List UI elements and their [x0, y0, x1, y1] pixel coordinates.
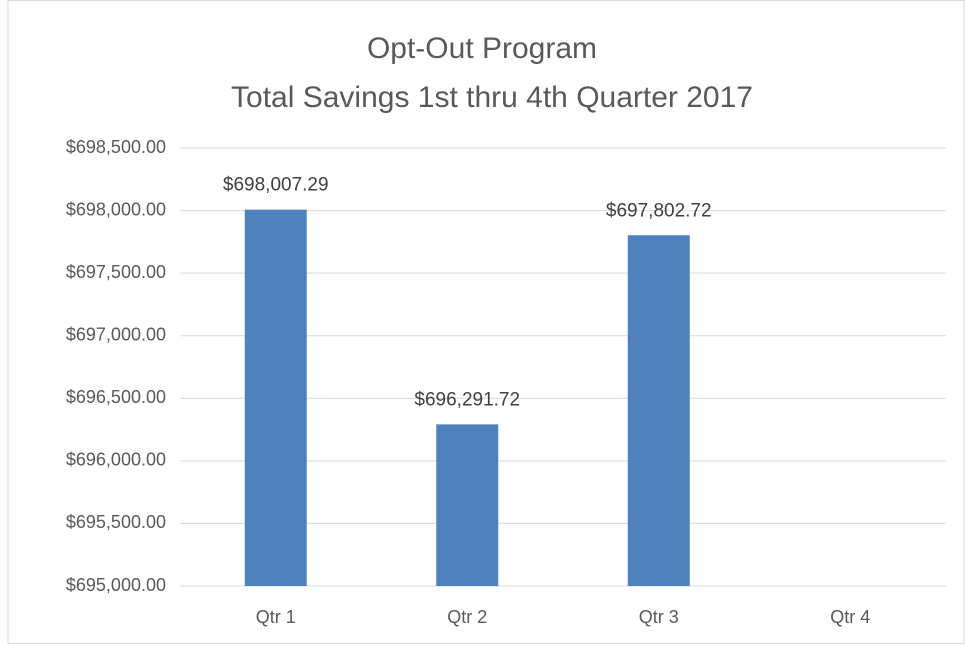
y-tick-label: $695,500.00	[66, 512, 166, 532]
x-tick-label: Qtr 3	[639, 607, 679, 627]
y-tick-label: $696,500.00	[66, 387, 166, 407]
data-label: $698,007.29	[223, 175, 329, 196]
bar	[436, 424, 499, 586]
x-tick-label: Qtr 2	[447, 607, 487, 627]
y-tick-label: $697,000.00	[66, 324, 166, 344]
y-tick-label: $697,500.00	[66, 262, 166, 282]
chart-title: Opt-Out Program	[367, 32, 597, 65]
x-tick-label: Qtr 4	[830, 607, 870, 627]
data-label: $697,802.72	[606, 200, 712, 221]
y-tick-label: $698,000.00	[66, 199, 166, 219]
x-tick-label: Qtr 1	[256, 607, 296, 627]
bar	[627, 235, 690, 586]
chart-subtitle: Total Savings 1st thru 4th Quarter 2017	[231, 81, 753, 114]
y-tick-label: $696,000.00	[66, 450, 166, 470]
data-label: $696,291.72	[414, 389, 520, 410]
y-tick-label: $695,000.00	[66, 575, 166, 595]
bar	[244, 209, 307, 587]
y-tick-label: $698,500.00	[66, 137, 166, 157]
